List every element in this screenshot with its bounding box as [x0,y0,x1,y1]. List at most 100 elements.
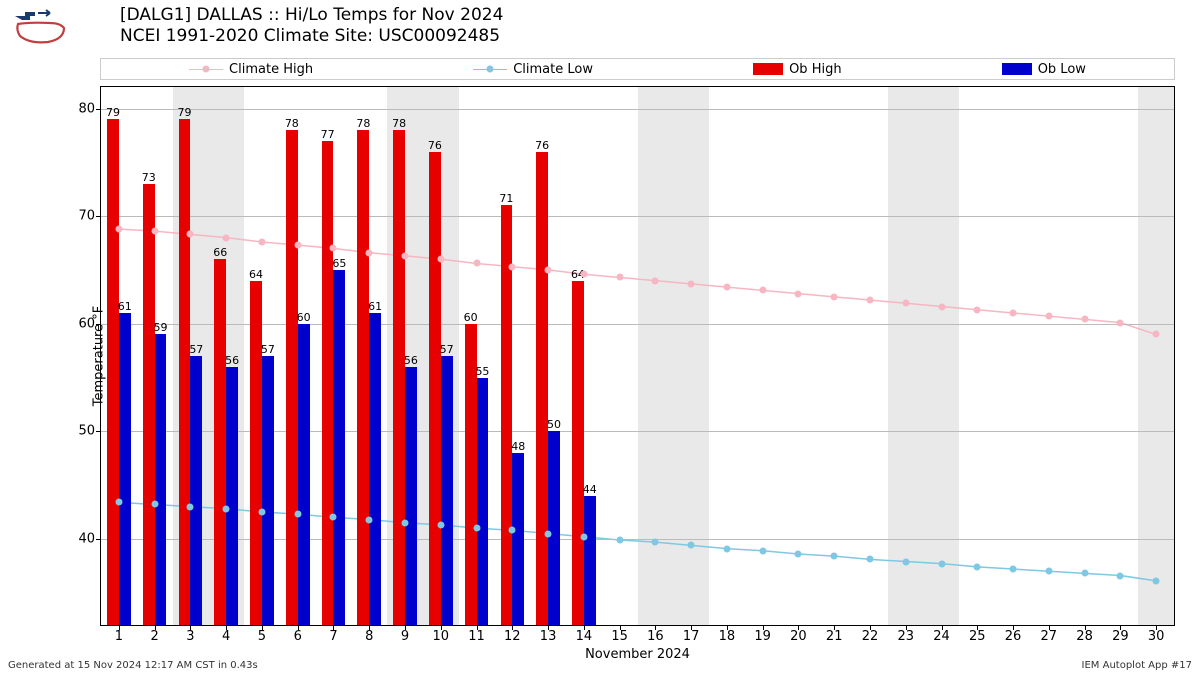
climate-high-marker [795,290,802,297]
chart-title: [DALG1] DALLAS :: Hi/Lo Temps for Nov 20… [120,5,503,48]
climate-low-marker [258,509,265,516]
climate-high-marker [330,245,337,252]
climate-low-marker [938,560,945,567]
plot-area: Climate High Climate Low Ob High Ob Low … [100,58,1175,638]
climate-high-marker [473,260,480,267]
ob-high-label: 60 [464,311,478,324]
climate-high-marker [1010,309,1017,316]
climate-high-marker [402,252,409,259]
x-tick-mark [262,625,263,630]
bar-swatch-icon [753,63,783,75]
legend-climate-low: Climate Low [473,62,593,77]
x-tick-mark [1120,625,1121,630]
climate-low-marker [1081,570,1088,577]
climate-low-marker [437,521,444,528]
line-swatch-icon [189,63,223,75]
gridline [101,216,1174,217]
climate-high-marker [545,266,552,273]
x-tick-mark [870,625,871,630]
climate-low-marker [115,499,122,506]
ob-low-label: 61 [118,300,132,313]
x-tick-mark [763,625,764,630]
legend-ob-high: Ob High [753,62,842,77]
climate-low-marker [1045,568,1052,575]
climate-high-marker [974,306,981,313]
y-tick-mark [96,539,101,540]
gridline [101,324,1174,325]
climate-high-marker [616,274,623,281]
climate-low-marker [330,514,337,521]
ob-high-bar [322,141,334,625]
x-tick-mark [119,625,120,630]
ob-high-label: 66 [213,246,227,259]
chart-axes: Temperature °F November 2024 40506070801… [100,86,1175,626]
climate-high-marker [437,256,444,263]
climate-low-marker [366,516,373,523]
ob-high-bar [179,119,191,625]
legend-label: Ob Low [1038,62,1086,77]
climate-high-marker [1117,319,1124,326]
ob-high-bar [357,130,369,625]
climate-high-marker [1081,316,1088,323]
ob-low-label: 59 [154,321,168,334]
x-tick-mark [691,625,692,630]
ob-low-bar [405,367,417,625]
x-tick-mark [477,625,478,630]
ob-low-bar [477,378,489,625]
climate-low-marker [831,553,838,560]
ob-high-bar [143,184,155,625]
ob-low-label: 61 [368,300,382,313]
climate-high-marker [366,249,373,256]
x-tick-mark [333,625,334,630]
legend: Climate High Climate Low Ob High Ob Low [100,58,1175,80]
y-tick-mark [96,324,101,325]
weekend-shade [638,87,710,625]
gridline [101,109,1174,110]
x-tick-mark [548,625,549,630]
climate-high-marker [688,280,695,287]
climate-low-marker [1153,577,1160,584]
climate-high-marker [115,226,122,233]
ob-low-bar [262,356,274,625]
ob-low-bar [333,270,345,625]
legend-label: Ob High [789,62,842,77]
x-tick-mark [655,625,656,630]
x-tick-mark [906,625,907,630]
climate-high-marker [509,263,516,270]
ob-high-bar [250,281,262,625]
x-tick-mark [1013,625,1014,630]
x-tick-mark [834,625,835,630]
ob-high-label: 79 [106,106,120,119]
weekend-shade [1138,87,1174,625]
ob-high-label: 77 [321,128,335,141]
ob-high-label: 73 [142,171,156,184]
ob-low-bar [584,496,596,625]
ob-low-label: 57 [189,343,203,356]
ob-high-bar [214,259,226,625]
x-tick-mark [226,625,227,630]
title-line-2: NCEI 1991-2020 Climate Site: USC00092485 [120,26,503,47]
ob-low-label: 50 [547,418,561,431]
ob-low-label: 56 [225,354,239,367]
climate-low-marker [473,525,480,532]
ob-high-label: 78 [392,117,406,130]
x-tick-mark [620,625,621,630]
ob-high-label: 64 [249,268,263,281]
ob-low-label: 65 [332,257,346,270]
y-tick-mark [96,431,101,432]
ob-high-bar [572,281,584,625]
climate-low-marker [223,505,230,512]
climate-low-marker [652,539,659,546]
x-tick-mark [190,625,191,630]
climate-low-marker [1010,566,1017,573]
climate-high-marker [1153,331,1160,338]
ob-low-bar [548,431,560,625]
footer-app: IEM Autoplot App #17 [1082,660,1192,671]
climate-high-marker [759,287,766,294]
climate-low-marker [902,558,909,565]
x-tick-mark [512,625,513,630]
ob-high-bar [429,152,441,625]
x-tick-mark [727,625,728,630]
climate-low-marker [723,545,730,552]
x-axis-label: November 2024 [585,625,690,662]
